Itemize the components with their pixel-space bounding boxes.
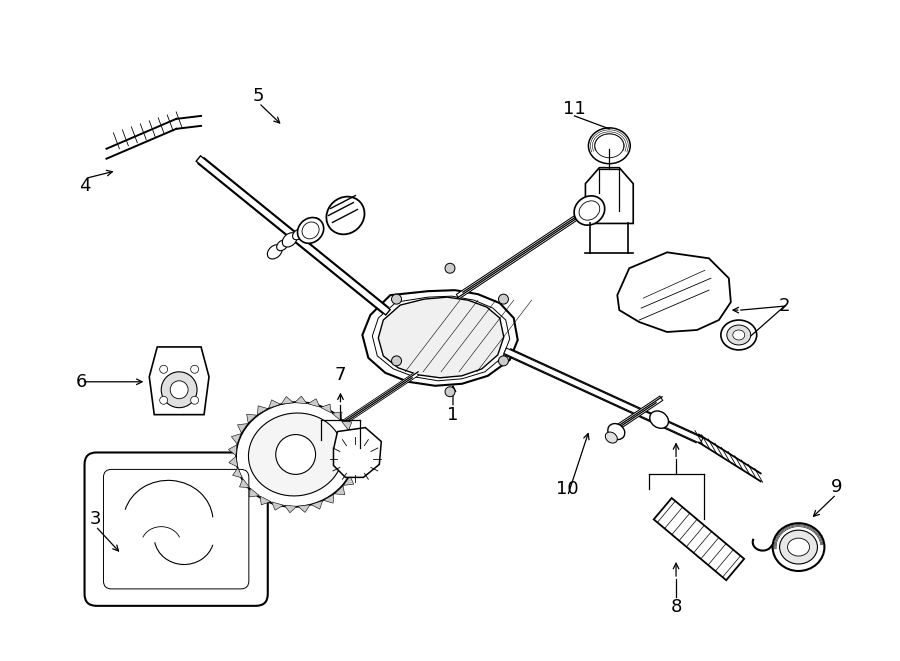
Text: 2: 2 [778, 297, 790, 315]
Text: 9: 9 [831, 479, 842, 496]
Polygon shape [229, 456, 238, 467]
Text: 11: 11 [563, 100, 586, 118]
Polygon shape [232, 468, 242, 478]
Circle shape [392, 356, 401, 366]
Polygon shape [247, 414, 256, 423]
Text: 7: 7 [335, 366, 346, 384]
Polygon shape [323, 494, 334, 503]
Ellipse shape [299, 222, 314, 236]
Text: 1: 1 [447, 406, 459, 424]
Circle shape [191, 366, 199, 373]
Ellipse shape [779, 530, 817, 564]
Ellipse shape [298, 217, 324, 243]
Ellipse shape [276, 240, 288, 251]
Polygon shape [363, 290, 518, 386]
Circle shape [159, 397, 167, 405]
Ellipse shape [772, 524, 824, 571]
Polygon shape [378, 297, 504, 378]
Polygon shape [354, 442, 363, 453]
Polygon shape [334, 428, 382, 477]
Polygon shape [294, 396, 307, 404]
Polygon shape [311, 500, 322, 509]
Ellipse shape [733, 330, 745, 340]
Polygon shape [231, 434, 241, 444]
Ellipse shape [727, 325, 751, 345]
Circle shape [191, 397, 199, 405]
Ellipse shape [574, 196, 605, 225]
Circle shape [159, 366, 167, 373]
Ellipse shape [283, 233, 297, 247]
Polygon shape [272, 502, 284, 510]
Polygon shape [284, 505, 297, 513]
Ellipse shape [788, 538, 809, 556]
Polygon shape [149, 347, 209, 414]
Ellipse shape [248, 413, 343, 496]
Polygon shape [350, 465, 360, 475]
Polygon shape [342, 422, 352, 430]
Text: 6: 6 [76, 373, 87, 391]
Polygon shape [349, 431, 359, 441]
Circle shape [275, 434, 316, 475]
Polygon shape [269, 400, 280, 408]
Text: 5: 5 [253, 87, 265, 105]
Circle shape [499, 356, 508, 366]
FancyBboxPatch shape [85, 453, 268, 606]
Polygon shape [653, 498, 744, 580]
Ellipse shape [327, 196, 364, 235]
Polygon shape [332, 412, 342, 421]
Circle shape [499, 294, 508, 304]
Polygon shape [585, 168, 634, 223]
Polygon shape [355, 453, 363, 464]
Ellipse shape [650, 411, 669, 428]
Ellipse shape [236, 402, 356, 507]
Polygon shape [281, 397, 293, 405]
Polygon shape [308, 399, 320, 407]
Polygon shape [320, 404, 331, 413]
Ellipse shape [267, 245, 282, 259]
Circle shape [170, 381, 188, 399]
Circle shape [161, 372, 197, 408]
Ellipse shape [309, 218, 320, 229]
Polygon shape [298, 505, 310, 512]
Polygon shape [257, 406, 268, 414]
Text: 10: 10 [556, 481, 579, 498]
Circle shape [445, 263, 455, 273]
Polygon shape [229, 445, 237, 455]
Text: 8: 8 [670, 598, 681, 616]
Polygon shape [238, 424, 248, 433]
Text: 3: 3 [90, 510, 101, 528]
Polygon shape [335, 486, 345, 494]
Circle shape [445, 387, 455, 397]
Ellipse shape [608, 424, 625, 440]
Polygon shape [239, 479, 249, 488]
Polygon shape [617, 253, 731, 332]
Ellipse shape [606, 432, 617, 443]
Ellipse shape [721, 320, 757, 350]
Polygon shape [344, 476, 354, 485]
Polygon shape [249, 488, 259, 497]
Text: 4: 4 [79, 176, 90, 194]
Polygon shape [260, 496, 271, 505]
Ellipse shape [292, 229, 303, 240]
Circle shape [392, 294, 401, 304]
Ellipse shape [589, 128, 630, 164]
